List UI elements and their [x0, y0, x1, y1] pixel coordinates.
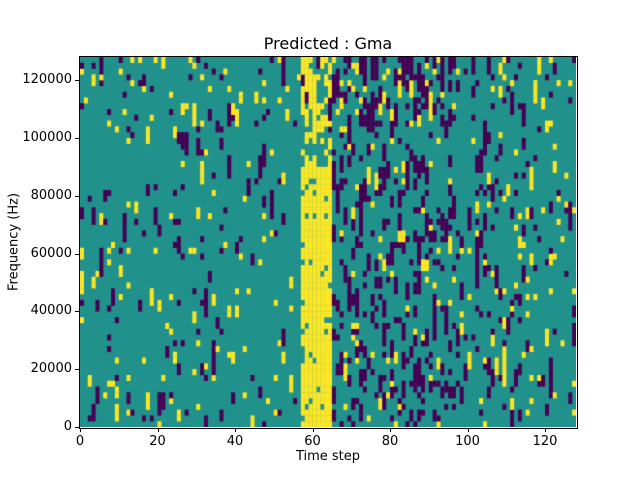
x-tick-label: 20 — [149, 434, 166, 449]
y-tick-label: 40000 — [30, 303, 72, 319]
y-tick-label: 120000 — [22, 72, 72, 88]
y-tick-mark — [75, 195, 79, 197]
y-tick-mark — [75, 253, 79, 255]
y-tick-label: 80000 — [30, 187, 72, 203]
x-tick-label: 0 — [75, 434, 85, 449]
x-tick-mark — [157, 428, 159, 432]
x-tick-mark — [467, 428, 469, 432]
x-tick-label: 100 — [455, 434, 480, 449]
heatmap-canvas — [80, 57, 576, 427]
x-tick-mark — [80, 428, 81, 432]
y-tick-mark — [75, 137, 79, 139]
y-tick-mark — [75, 427, 79, 428]
x-axis-label: Time step — [295, 449, 361, 464]
y-axis-label: Frequency (Hz) — [6, 192, 22, 292]
x-tick-mark — [545, 428, 546, 432]
y-tick-mark — [75, 369, 79, 371]
x-tick-label: 80 — [381, 434, 399, 449]
x-tick-mark — [390, 428, 391, 432]
y-tick-mark — [75, 80, 79, 82]
x-tick-mark — [312, 428, 314, 432]
x-tick-mark — [235, 428, 236, 432]
plot-title: Predicted : Gma — [263, 34, 393, 53]
x-tick-label: 60 — [304, 434, 321, 449]
y-tick-label: 100000 — [22, 129, 72, 145]
y-tick-label: 20000 — [30, 361, 72, 377]
y-tick-label: 0 — [63, 419, 72, 434]
x-tick-label: 120 — [532, 434, 558, 449]
y-tick-label: 60000 — [30, 245, 72, 261]
x-tick-label: 40 — [226, 434, 244, 449]
y-tick-mark — [75, 311, 79, 313]
